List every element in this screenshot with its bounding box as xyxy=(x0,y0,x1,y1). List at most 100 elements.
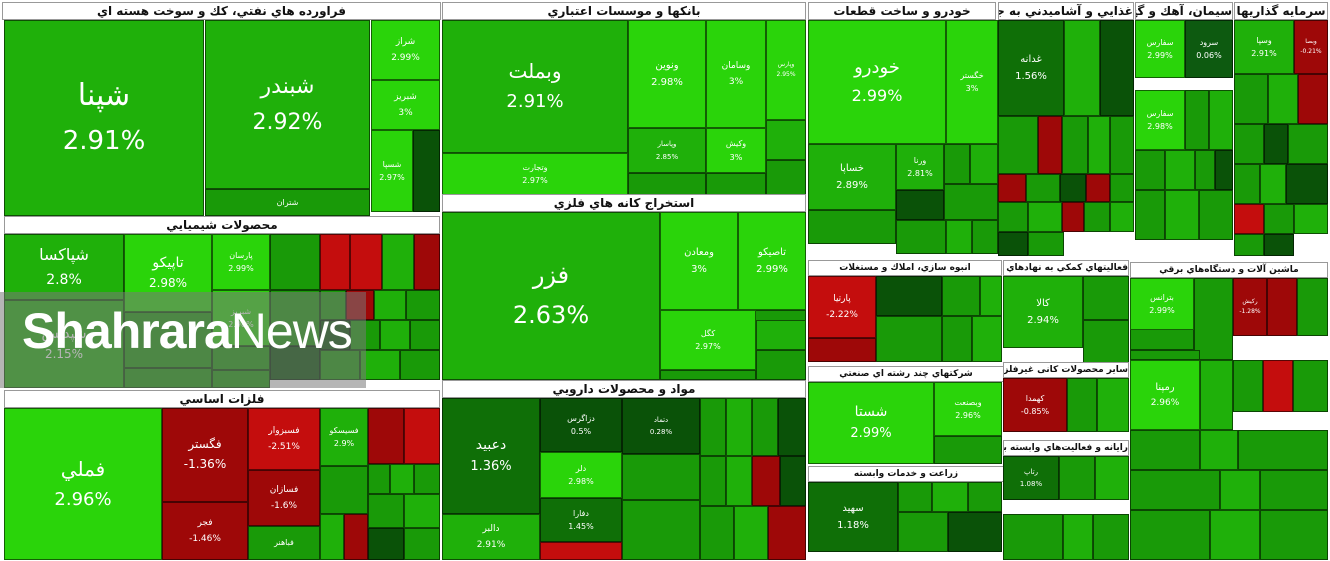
treemap-tile-minor[interactable] xyxy=(1234,74,1268,124)
treemap-tile-minor[interactable] xyxy=(1238,430,1328,470)
treemap-tile[interactable]: وتجارت 2.97% xyxy=(442,153,628,195)
treemap-tile-minor[interactable] xyxy=(368,464,390,494)
treemap-tile-minor[interactable] xyxy=(368,494,404,528)
treemap-tile-minor[interactable] xyxy=(1210,510,1260,560)
treemap-tile[interactable]: شبريز 3% xyxy=(371,80,440,130)
treemap-tile-minor[interactable] xyxy=(1200,430,1238,470)
treemap-tile-minor[interactable] xyxy=(628,173,706,195)
treemap-tile-minor[interactable] xyxy=(726,398,752,456)
treemap-tile-minor[interactable] xyxy=(414,464,440,494)
treemap-tile-minor[interactable] xyxy=(1264,204,1294,234)
treemap-tile-minor[interactable] xyxy=(1059,456,1095,500)
treemap-tile[interactable]: خودرو 2.99% xyxy=(808,20,946,144)
treemap-tile-minor[interactable] xyxy=(1200,360,1233,430)
treemap-tile-minor[interactable] xyxy=(368,528,404,560)
treemap-tile-minor[interactable] xyxy=(752,456,780,506)
treemap-tile-minor[interactable] xyxy=(360,350,400,380)
treemap-tile-minor[interactable] xyxy=(700,506,734,560)
treemap-tile-minor[interactable] xyxy=(320,466,368,514)
treemap-tile[interactable]: وكيش 3% xyxy=(706,128,766,173)
treemap-tile[interactable]: دعبيد 1.36% xyxy=(442,398,540,514)
treemap-tile[interactable]: وبملت 2.91% xyxy=(442,20,628,153)
treemap-tile[interactable]: وبصا -0.21% xyxy=(1294,20,1328,74)
treemap-tile[interactable]: وسامان 3% xyxy=(706,20,766,128)
treemap-tile[interactable]: فسبزوار -2.51% xyxy=(248,408,320,470)
treemap-tile-minor[interactable] xyxy=(1097,378,1129,432)
treemap-tile-minor[interactable] xyxy=(390,464,414,494)
treemap-tile-minor[interactable] xyxy=(756,320,806,350)
treemap-tile-minor[interactable] xyxy=(1110,174,1134,202)
treemap-tile-minor[interactable] xyxy=(622,454,700,500)
treemap-tile-minor[interactable] xyxy=(1294,204,1328,234)
treemap-tile[interactable]: وپاسار 2.85% xyxy=(628,128,706,173)
treemap-tile-minor[interactable] xyxy=(942,276,980,316)
treemap-tile-minor[interactable] xyxy=(876,316,942,362)
treemap-tile-minor[interactable] xyxy=(1264,124,1288,164)
treemap-tile-minor[interactable] xyxy=(766,120,806,160)
treemap-tile-minor[interactable] xyxy=(1209,90,1233,150)
treemap-tile-minor[interactable] xyxy=(400,350,440,380)
treemap-tile-minor[interactable] xyxy=(1067,378,1097,432)
treemap-tile-minor[interactable] xyxy=(382,234,414,290)
treemap-tile-minor[interactable] xyxy=(734,506,768,560)
treemap-tile-minor[interactable] xyxy=(1135,190,1165,240)
treemap-tile-minor[interactable] xyxy=(1194,278,1233,360)
treemap-tile-minor[interactable] xyxy=(1267,278,1297,336)
treemap-tile-minor[interactable] xyxy=(1185,90,1209,150)
treemap-tile-minor[interactable] xyxy=(320,234,350,290)
treemap-tile[interactable]: غدانه 1.56% xyxy=(998,20,1064,116)
treemap-tile[interactable]: كالا 2.94% xyxy=(1003,276,1083,348)
treemap-tile-minor[interactable] xyxy=(660,370,756,380)
treemap-tile-minor[interactable] xyxy=(948,512,1002,552)
treemap-tile[interactable]: شتران xyxy=(205,189,370,216)
treemap-tile[interactable]: وپارس 2.95% xyxy=(766,20,806,120)
treemap-tile-minor[interactable] xyxy=(1062,116,1088,174)
treemap-tile-minor[interactable] xyxy=(1234,164,1260,204)
treemap-tile[interactable]: تاصيكو 2.99% xyxy=(738,212,806,310)
treemap-tile[interactable]: سفارس 2.98% xyxy=(1135,90,1185,150)
treemap-tile-minor[interactable] xyxy=(980,276,1002,316)
treemap-tile-minor[interactable] xyxy=(1003,514,1063,560)
treemap-tile[interactable]: وبصنعت 2.96% xyxy=(934,382,1002,436)
treemap-tile-minor[interactable] xyxy=(942,316,972,362)
treemap-tile-minor[interactable] xyxy=(1298,74,1328,124)
treemap-tile[interactable]: شستا 2.99% xyxy=(808,382,934,464)
treemap-tile[interactable]: سهيد 1.18% xyxy=(808,482,898,552)
treemap-tile-minor[interactable] xyxy=(700,398,726,456)
treemap-tile[interactable]: شسپا 2.97% xyxy=(371,130,413,212)
treemap-tile-minor[interactable] xyxy=(998,232,1028,256)
treemap-tile[interactable]: پارسان 2.99% xyxy=(212,234,270,290)
treemap-tile-minor[interactable] xyxy=(404,494,440,528)
treemap-tile-minor[interactable] xyxy=(1260,470,1328,510)
treemap-tile-minor[interactable] xyxy=(1135,150,1165,190)
treemap-tile-minor[interactable] xyxy=(1060,174,1086,202)
treemap-tile-minor[interactable] xyxy=(1268,74,1298,124)
treemap-tile-minor[interactable] xyxy=(944,144,970,184)
treemap-tile[interactable]: فسيسكو 2.9% xyxy=(320,408,368,466)
treemap-tile[interactable]: دزاگرس 0.5% xyxy=(540,398,622,452)
treemap-tile[interactable]: پارتيا -2.22% xyxy=(808,276,876,338)
treemap-tile-minor[interactable] xyxy=(540,542,622,560)
treemap-tile-minor[interactable] xyxy=(808,210,896,244)
treemap-tile-minor[interactable] xyxy=(404,408,440,464)
treemap-tile[interactable]: شراز 2.99% xyxy=(371,20,440,80)
treemap-tile-minor[interactable] xyxy=(1064,20,1100,116)
treemap-tile-minor[interactable] xyxy=(1086,174,1110,202)
treemap-tile[interactable]: فگستر -1.36% xyxy=(162,408,248,502)
treemap-tile-minor[interactable] xyxy=(1260,164,1286,204)
treemap-tile-minor[interactable] xyxy=(410,320,440,350)
treemap-tile[interactable]: كگل 2.97% xyxy=(660,310,756,370)
treemap-tile[interactable]: كهمدا -0.85% xyxy=(1003,378,1067,432)
treemap-tile-minor[interactable] xyxy=(780,456,806,506)
treemap-tile-minor[interactable] xyxy=(968,482,1002,512)
treemap-tile-minor[interactable] xyxy=(1220,470,1260,510)
treemap-tile-minor[interactable] xyxy=(1264,234,1294,256)
treemap-tile[interactable]: خساپا 2.89% xyxy=(808,144,896,210)
treemap-tile-minor[interactable] xyxy=(946,220,972,254)
treemap-tile-minor[interactable] xyxy=(414,234,440,290)
treemap-tile-minor[interactable] xyxy=(270,234,320,290)
treemap-tile-minor[interactable] xyxy=(1130,430,1200,470)
treemap-tile[interactable]: دلر 2.98% xyxy=(540,452,622,498)
treemap-tile[interactable]: دفارا 1.45% xyxy=(540,498,622,542)
treemap-tile-minor[interactable] xyxy=(368,408,404,464)
